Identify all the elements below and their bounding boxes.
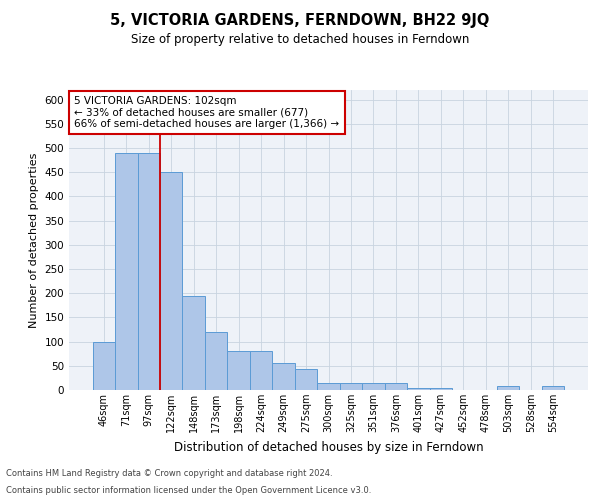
Bar [250, 352, 272, 390]
Text: Contains public sector information licensed under the Open Government Licence v3: Contains public sector information licen… [6, 486, 371, 495]
Y-axis label: Number of detached properties: Number of detached properties [29, 152, 39, 328]
Text: Size of property relative to detached houses in Ferndown: Size of property relative to detached ho… [131, 32, 469, 46]
Bar [497, 386, 520, 390]
Bar [205, 332, 227, 390]
Bar [430, 388, 452, 390]
Bar [362, 382, 385, 390]
Bar [317, 382, 340, 390]
Bar [407, 388, 430, 390]
Bar [137, 153, 160, 390]
Bar [272, 364, 295, 390]
Text: 5 VICTORIA GARDENS: 102sqm
← 33% of detached houses are smaller (677)
66% of sem: 5 VICTORIA GARDENS: 102sqm ← 33% of deta… [74, 96, 340, 129]
Bar [182, 296, 205, 390]
Bar [160, 172, 182, 390]
X-axis label: Distribution of detached houses by size in Ferndown: Distribution of detached houses by size … [173, 440, 484, 454]
Bar [115, 153, 137, 390]
Bar [340, 382, 362, 390]
Text: 5, VICTORIA GARDENS, FERNDOWN, BH22 9JQ: 5, VICTORIA GARDENS, FERNDOWN, BH22 9JQ [110, 12, 490, 28]
Bar [295, 369, 317, 390]
Bar [542, 386, 565, 390]
Text: Contains HM Land Registry data © Crown copyright and database right 2024.: Contains HM Land Registry data © Crown c… [6, 468, 332, 477]
Bar [92, 342, 115, 390]
Bar [227, 352, 250, 390]
Bar [385, 382, 407, 390]
